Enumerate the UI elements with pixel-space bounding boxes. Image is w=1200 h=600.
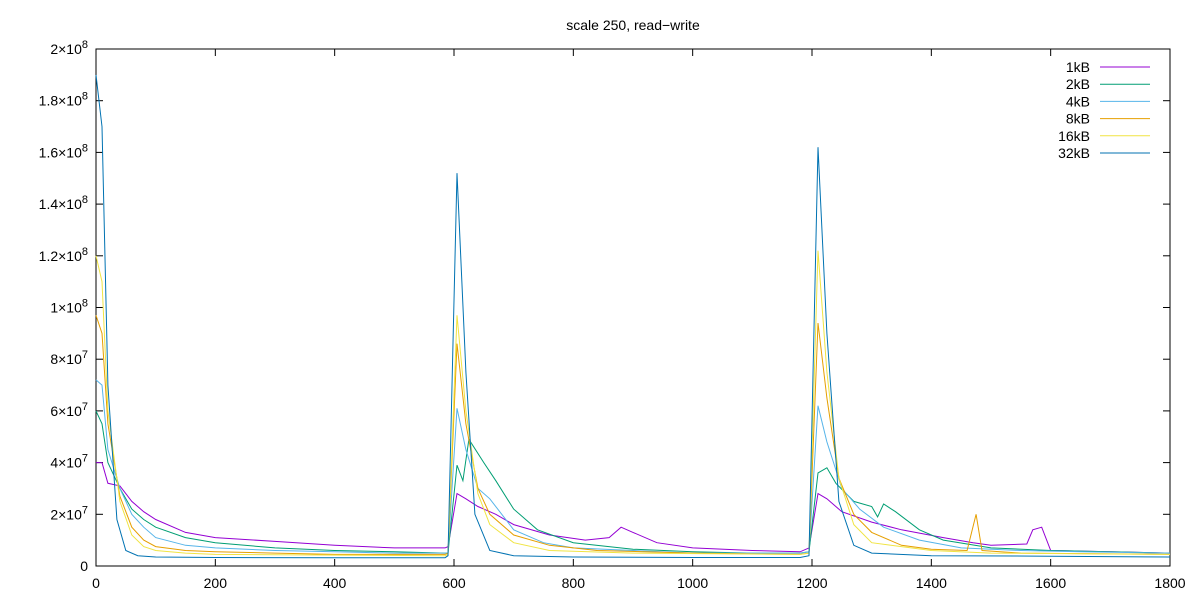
legend-label: 16kB bbox=[1058, 128, 1090, 144]
y-tick-label: 1×108 bbox=[50, 298, 88, 316]
series-line-2kB bbox=[95, 410, 1171, 554]
series-line-1kB bbox=[96, 462, 1171, 554]
x-tick-label: 1000 bbox=[677, 575, 708, 591]
y-tick-label: 1.2×108 bbox=[39, 246, 88, 264]
x-tick-label: 0 bbox=[92, 575, 100, 591]
legend-label: 32kB bbox=[1058, 145, 1090, 161]
x-tick-label: 1200 bbox=[796, 575, 827, 591]
x-tick-label: 400 bbox=[323, 575, 347, 591]
series-line-8kB bbox=[95, 315, 1171, 555]
series-group bbox=[95, 74, 1171, 559]
y-tick-label: 8×107 bbox=[50, 349, 88, 367]
plot-frame bbox=[95, 48, 1171, 567]
y-tick-label: 6×107 bbox=[50, 401, 88, 419]
x-axis: 0 200 400 600 800 1000 1200 1400 1600 1800 bbox=[92, 49, 1186, 591]
x-tick-label: 1600 bbox=[1035, 575, 1066, 591]
y-tick-label: 2×107 bbox=[50, 504, 88, 522]
y-tick-label: 1.6×108 bbox=[39, 142, 88, 160]
y-tick-label: 4×107 bbox=[50, 453, 88, 471]
series-line-16kB bbox=[95, 250, 1171, 557]
y-axis: 0 2×107 4×107 6×107 8×107 1×108 1.2×108 1.4×108… bbox=[39, 39, 1170, 574]
legend-label: 4kB bbox=[1066, 93, 1090, 109]
plot-area bbox=[95, 48, 1171, 567]
y-tick-label: 1.4×108 bbox=[39, 194, 88, 212]
series-line-32kB bbox=[95, 74, 1171, 559]
y-tick-label: 1.8×108 bbox=[39, 91, 88, 109]
legend-label: 8kB bbox=[1066, 111, 1090, 127]
chart-title: scale 250, read−write bbox=[566, 17, 700, 33]
x-tick-label: 1800 bbox=[1154, 575, 1185, 591]
series-line-4kB bbox=[95, 379, 1171, 554]
x-tick-label: 800 bbox=[562, 575, 586, 591]
x-tick-label: 600 bbox=[442, 575, 466, 591]
legend-label: 1kB bbox=[1066, 59, 1090, 75]
x-tick-label: 1400 bbox=[916, 575, 947, 591]
legend-label: 2kB bbox=[1066, 76, 1090, 92]
y-tick-label: 0 bbox=[80, 558, 88, 574]
x-tick-label: 200 bbox=[204, 575, 228, 591]
y-tick-label: 2×108 bbox=[50, 39, 88, 57]
